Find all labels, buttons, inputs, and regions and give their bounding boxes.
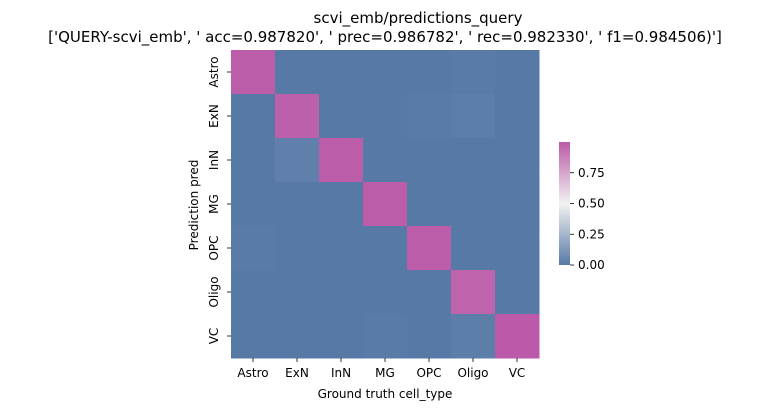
x-tick-label: Astro xyxy=(237,366,268,380)
heatmap-cell xyxy=(407,94,452,139)
heatmap-cell xyxy=(363,270,408,315)
y-tick-label: Oligo xyxy=(207,276,221,307)
heatmap-cell xyxy=(275,50,320,95)
x-tick-label: InN xyxy=(331,366,351,380)
y-tick-label: Astro xyxy=(207,56,221,87)
heatmap-cell xyxy=(231,182,276,227)
heatmap-cell xyxy=(363,50,408,95)
heatmap-cell xyxy=(495,270,540,315)
heatmap-cell xyxy=(407,314,452,359)
heatmap-cell xyxy=(275,270,320,315)
heatmap-cell xyxy=(495,314,540,359)
heatmap-cell xyxy=(363,314,408,359)
heatmap-cell xyxy=(363,138,408,183)
colorbar-tick-label: 0.50 xyxy=(578,197,605,211)
heatmap-cell xyxy=(231,138,276,183)
heatmap-cell xyxy=(231,94,276,139)
chart-title: scvi_emb/predictions_query xyxy=(314,9,523,28)
y-tick-labels: Astro ExN InN MG OPC Oligo VC xyxy=(207,56,231,344)
heatmap-cell xyxy=(319,94,364,139)
heatmap-cell xyxy=(407,226,452,271)
y-tick-label: VC xyxy=(207,328,221,345)
heatmap-cell xyxy=(319,50,364,95)
heatmap-cell xyxy=(451,182,496,227)
heatmap-cell xyxy=(451,270,496,315)
heatmap-cell xyxy=(407,182,452,227)
heatmap-cell xyxy=(275,226,320,271)
y-tick-label: ExN xyxy=(207,104,221,128)
heatmap-cell xyxy=(407,270,452,315)
heatmap-cell xyxy=(407,138,452,183)
heatmap-cell xyxy=(451,94,496,139)
heatmap-cell xyxy=(363,182,408,227)
y-tick-label: MG xyxy=(207,194,221,214)
heatmap-cell xyxy=(451,314,496,359)
heatmap-cell xyxy=(407,50,452,95)
colorbar-ticks: 0.00 0.25 0.50 0.75 xyxy=(570,166,605,272)
heatmap-cell xyxy=(319,226,364,271)
heatmap-cell xyxy=(275,182,320,227)
heatmap-cell xyxy=(451,50,496,95)
heatmap-cell xyxy=(495,226,540,271)
x-tick-label: MG xyxy=(375,366,395,380)
x-tick-label: Oligo xyxy=(457,366,488,380)
heatmap-cell xyxy=(363,94,408,139)
heatmap-cells xyxy=(231,50,540,359)
heatmap-cell xyxy=(231,314,276,359)
colorbar-tick-label: 0.00 xyxy=(578,258,605,272)
y-axis-label: Prediction pred xyxy=(187,160,201,251)
x-tick-labels: Astro ExN InN MG OPC Oligo VC xyxy=(237,358,525,380)
heatmap-cell xyxy=(231,270,276,315)
heatmap-cell xyxy=(275,94,320,139)
y-tick-label: OPC xyxy=(207,235,221,260)
x-tick-label: ExN xyxy=(285,366,309,380)
colorbar xyxy=(559,142,570,265)
heatmap-cell xyxy=(451,226,496,271)
heatmap-cell xyxy=(275,314,320,359)
colorbar-tick-label: 0.75 xyxy=(578,166,605,180)
y-tick-label: InN xyxy=(207,150,221,170)
heatmap-cell xyxy=(319,182,364,227)
x-tick-label: OPC xyxy=(416,366,441,380)
x-tick-label: VC xyxy=(509,366,526,380)
heatmap-cell xyxy=(495,138,540,183)
heatmap-cell xyxy=(231,50,276,95)
heatmap-cell xyxy=(319,270,364,315)
chart-subtitle: ['QUERY-scvi_emb', ' acc=0.987820', ' pr… xyxy=(48,28,722,47)
x-axis-label: Ground truth cell_type xyxy=(318,387,453,401)
heatmap-cell xyxy=(231,226,276,271)
heatmap-cell xyxy=(495,50,540,95)
heatmap-cell xyxy=(319,314,364,359)
heatmap-cell xyxy=(363,226,408,271)
heatmap-cell xyxy=(495,94,540,139)
heatmap-cell xyxy=(319,138,364,183)
heatmap-cell xyxy=(451,138,496,183)
heatmap-cell xyxy=(275,138,320,183)
heatmap-cell xyxy=(495,182,540,227)
colorbar-tick-label: 0.25 xyxy=(578,227,605,241)
